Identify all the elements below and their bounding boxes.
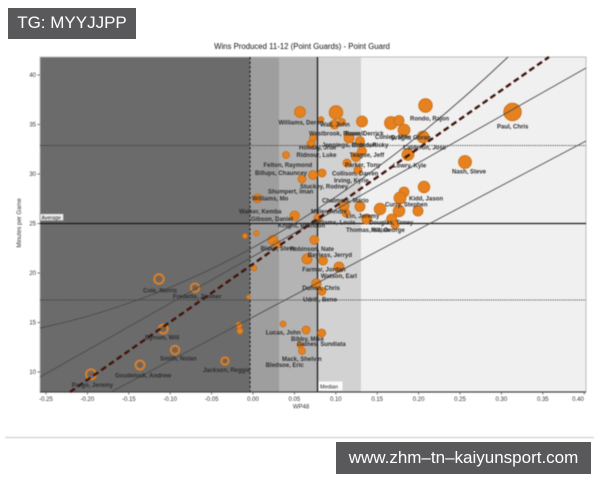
svg-text:Udrih, Beno: Udrih, Beno (303, 297, 337, 303)
svg-text:Douglas, Toney: Douglas, Toney (369, 221, 414, 227)
svg-text:Watson, Earl: Watson, Earl (321, 274, 357, 280)
svg-text:0.05: 0.05 (289, 397, 301, 403)
svg-text:Holiday, Jrue: Holiday, Jrue (299, 146, 337, 152)
svg-text:Bynum, Will: Bynum, Will (145, 336, 180, 342)
svg-text:Duhon, Chris: Duhon, Chris (302, 286, 340, 292)
svg-text:Conley, Mike: Conley, Mike (375, 135, 412, 141)
svg-text:Miller, Andre: Miller, Andre (311, 210, 347, 216)
svg-text:10: 10 (29, 370, 36, 376)
svg-text:15: 15 (29, 321, 36, 327)
svg-text:-0.15: -0.15 (122, 397, 136, 403)
svg-text:WP48: WP48 (293, 405, 310, 411)
svg-text:Smith, Nolan: Smith, Nolan (160, 356, 197, 362)
svg-text:Jennings, Brandon: Jennings, Brandon (322, 143, 377, 149)
svg-text:-0.10: -0.10 (163, 397, 177, 403)
svg-text:Ridnour, Luke: Ridnour, Luke (297, 153, 338, 159)
svg-text:Stuckey, Rodney: Stuckey, Rodney (300, 185, 349, 191)
svg-text:Calderon, Jose: Calderon, Jose (403, 146, 447, 152)
svg-text:-0.20: -0.20 (81, 397, 95, 403)
svg-text:Robinson, Nate: Robinson, Nate (290, 247, 335, 253)
svg-text:0.00: 0.00 (247, 397, 259, 403)
svg-text:0.40: 0.40 (572, 397, 584, 403)
svg-text:Shumpert, Iman: Shumpert, Iman (268, 190, 314, 196)
svg-text:0.20: 0.20 (413, 397, 425, 403)
svg-text:Blake, Steve: Blake, Steve (261, 247, 297, 253)
svg-text:Jackson, Reggie: Jackson, Reggie (203, 368, 251, 374)
svg-text:Lin, Jeremy: Lin, Jeremy (346, 214, 380, 220)
svg-text:Irving, Kyrie: Irving, Kyrie (334, 179, 369, 185)
svg-text:Williams, Louis: Williams, Louis (312, 221, 356, 227)
svg-text:0.10: 0.10 (330, 397, 342, 403)
svg-text:20: 20 (29, 271, 36, 277)
svg-text:Nash, Steve: Nash, Steve (452, 170, 487, 176)
svg-text:Curry, Stephen: Curry, Stephen (385, 203, 428, 209)
svg-text:Lucas, John: Lucas, John (266, 330, 301, 336)
svg-text:Median: Median (320, 385, 338, 391)
svg-text:Bibby, Mike: Bibby, Mike (291, 337, 325, 343)
svg-text:Cole, Norris: Cole, Norris (143, 288, 178, 294)
svg-text:Hill, George: Hill, George (371, 228, 405, 234)
svg-text:Lowry, Kyle: Lowry, Kyle (393, 164, 427, 170)
svg-text:Knight, Brandon: Knight, Brandon (278, 224, 325, 230)
svg-text:Goudelock, Andrew: Goudelock, Andrew (115, 373, 171, 379)
svg-text:Gibson, Daniel: Gibson, Daniel (251, 217, 293, 223)
svg-text:Walker, Kemba: Walker, Kemba (239, 210, 282, 216)
svg-text:Bayless, Jerryd: Bayless, Jerryd (308, 253, 353, 259)
svg-text:Rose, Derrick: Rose, Derrick (345, 132, 384, 138)
svg-text:Kidd, Jason: Kidd, Jason (409, 197, 443, 203)
svg-text:Paul, Chris: Paul, Chris (497, 124, 529, 130)
svg-text:Teague, Jeff: Teague, Jeff (350, 153, 386, 159)
svg-text:Felton, Raymond: Felton, Raymond (264, 163, 313, 169)
svg-text:Gaines, Sundiata: Gaines, Sundiata (297, 342, 346, 348)
svg-text:0.25: 0.25 (454, 397, 466, 403)
svg-text:-0.05: -0.05 (205, 397, 219, 403)
svg-text:Westbrook, Russell: Westbrook, Russell (309, 132, 365, 138)
svg-text:Parker, Tony: Parker, Tony (345, 163, 381, 169)
svg-text:Wall, John: Wall, John (320, 123, 350, 129)
svg-text:Chalmers, Mario: Chalmers, Mario (322, 199, 369, 205)
svg-text:0.30: 0.30 (496, 397, 508, 403)
svg-text:30: 30 (29, 172, 36, 178)
svg-text:Thomas, Isaiah: Thomas, Isaiah (346, 228, 390, 234)
svg-text:Rondo, Rajon: Rondo, Rajon (410, 117, 449, 123)
svg-text:25: 25 (29, 222, 36, 228)
svg-text:Pargo, Jeremy: Pargo, Jeremy (72, 383, 114, 389)
svg-text:Farmar, Jordan: Farmar, Jordan (302, 268, 346, 274)
svg-text:Collison, Darren: Collison, Darren (332, 172, 379, 178)
svg-text:Minutes per Game: Minutes per Game (17, 198, 23, 248)
svg-text:Average: Average (42, 215, 61, 221)
svg-text:Dragic, Goran: Dragic, Goran (391, 136, 431, 142)
svg-text:Williams, Mo: Williams, Mo (252, 197, 289, 203)
svg-text:0.35: 0.35 (537, 397, 549, 403)
svg-text:Bledsoe, Eric: Bledsoe, Eric (266, 363, 305, 369)
svg-text:Williams, Deron: Williams, Deron (279, 121, 324, 127)
svg-text:Fredette, Jimmer: Fredette, Jimmer (173, 295, 222, 301)
svg-text:40: 40 (29, 73, 36, 79)
svg-text:Wins Produced 11-12 (Point Gua: Wins Produced 11-12 (Point Guards) - Poi… (214, 42, 390, 51)
svg-text:0.15: 0.15 (371, 397, 383, 403)
svg-text:Billups, Chauncey: Billups, Chauncey (255, 171, 308, 177)
svg-text:Mack, Shelvin: Mack, Shelvin (282, 357, 322, 363)
svg-text:35: 35 (29, 123, 36, 129)
svg-text:Rubio, Ricky: Rubio, Ricky (352, 143, 389, 149)
svg-text:-0.25: -0.25 (39, 397, 53, 403)
